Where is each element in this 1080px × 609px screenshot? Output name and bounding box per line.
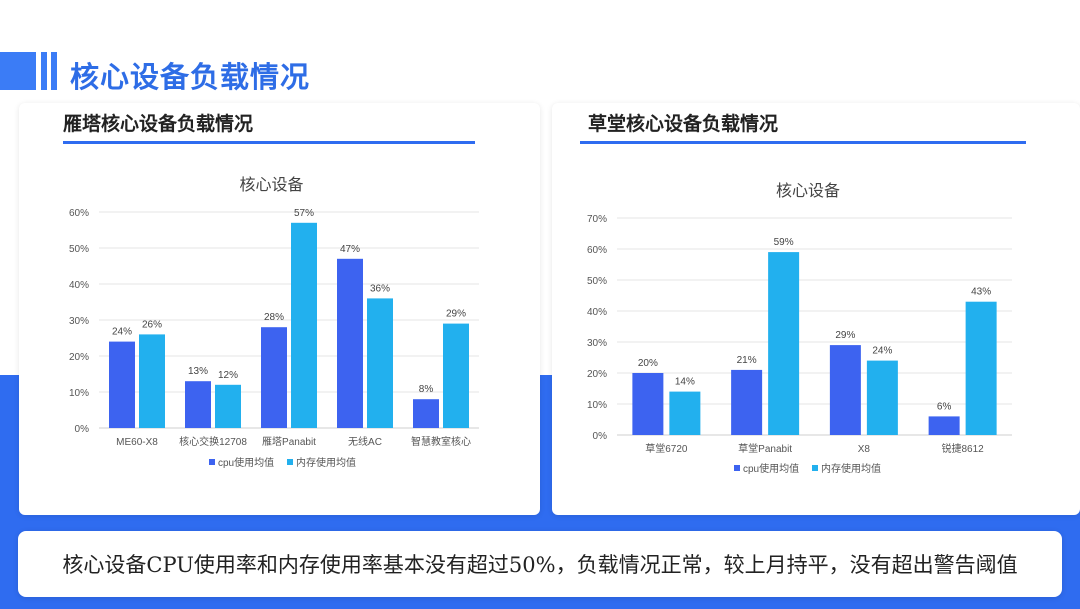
data-label: 8% xyxy=(419,384,434,395)
data-label: 36% xyxy=(370,283,390,294)
bar xyxy=(109,341,135,428)
panel-title-rule xyxy=(580,141,1026,144)
y-tick-label: 20% xyxy=(587,369,607,380)
y-tick-label: 50% xyxy=(587,276,607,287)
category-label: 锐捷8612 xyxy=(942,442,985,455)
bar xyxy=(829,345,861,435)
summary-box: 核心设备CPU使用率和内存使用率基本没有超过50%，负载情况正常，较上月持平，没… xyxy=(18,531,1062,597)
category-label: X8 xyxy=(858,444,871,455)
bar xyxy=(215,384,241,428)
bar xyxy=(632,373,664,435)
bar xyxy=(669,391,701,435)
bar xyxy=(731,369,763,435)
bar xyxy=(443,323,469,428)
header-accent-bar xyxy=(0,52,36,90)
data-label: 12% xyxy=(218,370,238,381)
header-accent-stripe xyxy=(41,52,47,90)
data-label: 57% xyxy=(294,208,314,219)
data-label: 29% xyxy=(446,309,466,320)
bar xyxy=(337,258,363,428)
y-tick-label: 40% xyxy=(587,307,607,318)
chart-yanta: 核心设备 0% 10% 20% 30% 40% 50% 60% 24% 26% ME60-X8 13%… xyxy=(69,176,479,469)
data-label: 13% xyxy=(188,366,208,377)
y-tick-label: 60% xyxy=(587,245,607,256)
y-tick-label: 40% xyxy=(69,280,89,291)
bar xyxy=(261,327,287,428)
panel-caotang: 草堂核心设备负载情况 核心设备 0% 10% 20% 30% 40% 50% 60% 70% 20… xyxy=(552,103,1080,515)
legend-label: cpu使用均值 xyxy=(218,456,274,469)
chart-title: 核心设备 xyxy=(239,176,303,194)
category-label: 无线AC xyxy=(348,435,382,448)
y-tick-label: 50% xyxy=(69,244,89,255)
legend-swatch xyxy=(209,459,215,465)
data-label: 59% xyxy=(774,237,794,248)
chart-title: 核心设备 xyxy=(776,182,840,200)
bar xyxy=(139,334,165,428)
panel-title-rule xyxy=(63,141,475,144)
page-title: 核心设备负载情况 xyxy=(70,60,311,94)
bar xyxy=(928,416,960,435)
y-tick-label: 30% xyxy=(69,316,89,327)
y-tick-label: 20% xyxy=(69,352,89,363)
bar xyxy=(866,360,898,435)
bar xyxy=(291,222,317,428)
y-tick-label: 10% xyxy=(587,400,607,411)
summary-text: 核心设备CPU使用率和内存使用率基本没有超过50%，负载情况正常，较上月持平，没… xyxy=(62,553,1018,577)
y-tick-label: 30% xyxy=(587,338,607,349)
legend-swatch xyxy=(734,465,740,471)
legend-label: 内存使用均值 xyxy=(296,456,356,469)
data-label: 28% xyxy=(264,312,284,323)
y-tick-label: 0% xyxy=(593,431,608,442)
bar xyxy=(367,298,393,428)
chart-caotang: 核心设备 0% 10% 20% 30% 40% 50% 60% 70% 20% 14% 草堂6720 2… xyxy=(587,182,1012,475)
data-label: 43% xyxy=(971,287,991,298)
y-tick-label: 70% xyxy=(587,214,607,225)
y-tick-label: 60% xyxy=(69,208,89,219)
category-label: 智慧教室核心 xyxy=(411,435,471,448)
header-accent-stripe xyxy=(51,52,57,90)
panel-title: 雁塔核心设备负载情况 xyxy=(63,113,254,135)
bar xyxy=(185,381,211,428)
y-tick-label: 0% xyxy=(75,424,90,435)
data-label: 24% xyxy=(872,346,892,357)
y-tick-label: 10% xyxy=(69,388,89,399)
data-label: 14% xyxy=(675,377,695,388)
data-label: 29% xyxy=(835,330,855,341)
data-label: 6% xyxy=(937,401,952,412)
bar xyxy=(965,301,997,435)
data-label: 20% xyxy=(638,358,658,369)
bar xyxy=(413,399,439,428)
legend-swatch xyxy=(812,465,818,471)
panel-title: 草堂核心设备负载情况 xyxy=(588,113,779,135)
legend-swatch xyxy=(287,459,293,465)
category-label: 草堂6720 xyxy=(645,443,688,455)
section-header: 核心设备负载情况 xyxy=(0,52,1080,94)
category-label: 草堂Panabit xyxy=(738,443,792,455)
data-label: 21% xyxy=(737,355,757,366)
bar xyxy=(768,252,800,435)
legend-label: cpu使用均值 xyxy=(743,462,799,475)
data-label: 26% xyxy=(142,319,162,330)
legend-label: 内存使用均值 xyxy=(821,462,881,475)
panel-yanta: 雁塔核心设备负载情况 核心设备 0% 10% 20% 30% 40% 50% 60% 24% 26… xyxy=(19,103,540,515)
category-label: 核心交换12708 xyxy=(179,435,247,448)
category-label: 雁塔Panabit xyxy=(262,435,316,448)
data-label: 47% xyxy=(340,244,360,255)
data-label: 24% xyxy=(112,327,132,338)
category-label: ME60-X8 xyxy=(116,437,158,448)
